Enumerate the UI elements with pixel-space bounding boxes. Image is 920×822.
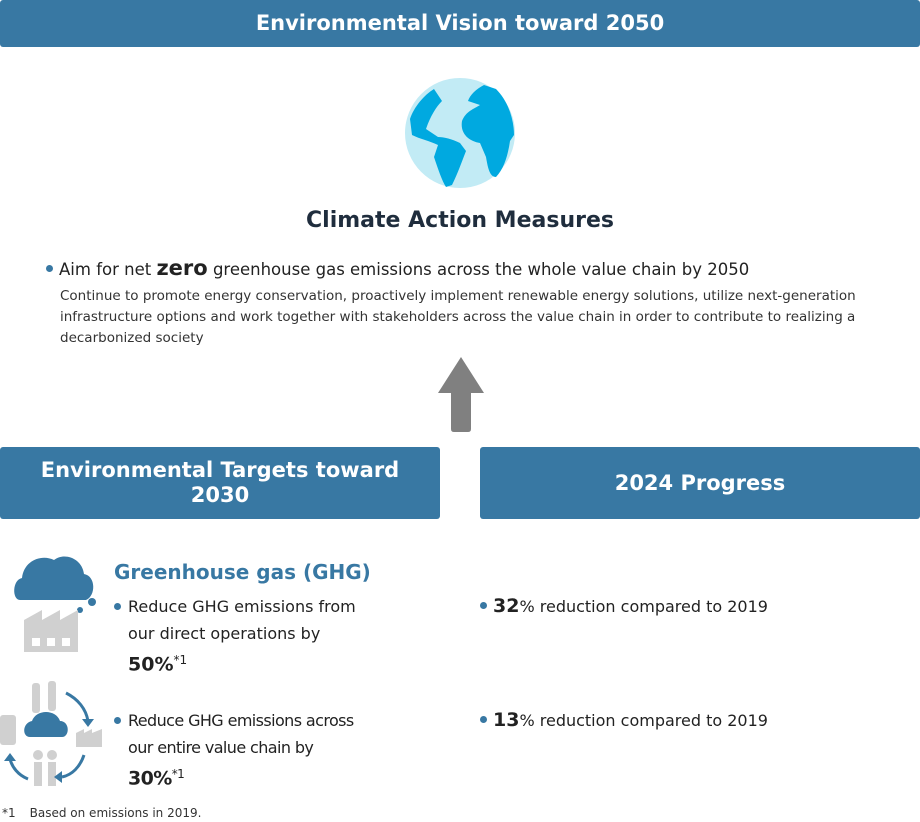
target-value: 30% (128, 767, 172, 790)
footnote-text: Based on emissions in 2019. (29, 806, 202, 820)
ghg-title: Greenhouse gas (GHG) (114, 560, 371, 584)
target-note: *1 (171, 767, 185, 781)
progress-text: % reduction compared to 2019 (519, 711, 768, 730)
footnote: *1 Based on emissions in 2019. (2, 806, 201, 820)
target-item-1: Reduce GHG emissions from our direct ope… (114, 593, 374, 678)
target-item-2: Reduce GHG emissions across our entire v… (114, 707, 364, 792)
bullet-icon (114, 717, 121, 724)
bullet-icon (114, 603, 121, 610)
target-text: Reduce GHG emissions across our entire v… (128, 711, 354, 757)
target-text: Reduce GHG emissions from our direct ope… (128, 597, 356, 643)
aim-zero: zero (156, 256, 208, 280)
progress-text: % reduction compared to 2019 (519, 597, 768, 616)
footnote-mark: *1 (2, 806, 16, 820)
bullet-icon (46, 265, 53, 272)
aim-suffix: greenhouse gas emissions across the whol… (207, 260, 750, 279)
bullet-icon (480, 716, 487, 723)
vision-aim: Aim for net zero greenhouse gas emission… (46, 255, 749, 283)
bullet-icon (480, 602, 487, 609)
target-value: 50% (128, 653, 174, 676)
globe-icon (405, 78, 515, 188)
progress-item-2: 13% reduction compared to 2019 (480, 707, 768, 734)
up-arrow-icon (438, 357, 484, 432)
vision-header: Environmental Vision toward 2050 (0, 0, 920, 47)
value-chain-icon (0, 681, 102, 786)
progress-item-1: 32% reduction compared to 2019 (480, 593, 768, 620)
vision-description: Continue to promote energy conservation,… (60, 288, 856, 346)
targets-header: Environmental Targets toward 2030 (0, 447, 440, 519)
target-note: *1 (173, 653, 188, 667)
aim-prefix: Aim for net (59, 260, 157, 279)
progress-value: 13 (493, 709, 520, 731)
cloud-factory-icon (14, 556, 96, 652)
progress-header: 2024 Progress (480, 447, 920, 519)
vision-heading: Climate Action Measures (306, 208, 614, 233)
progress-value: 32 (493, 595, 520, 617)
